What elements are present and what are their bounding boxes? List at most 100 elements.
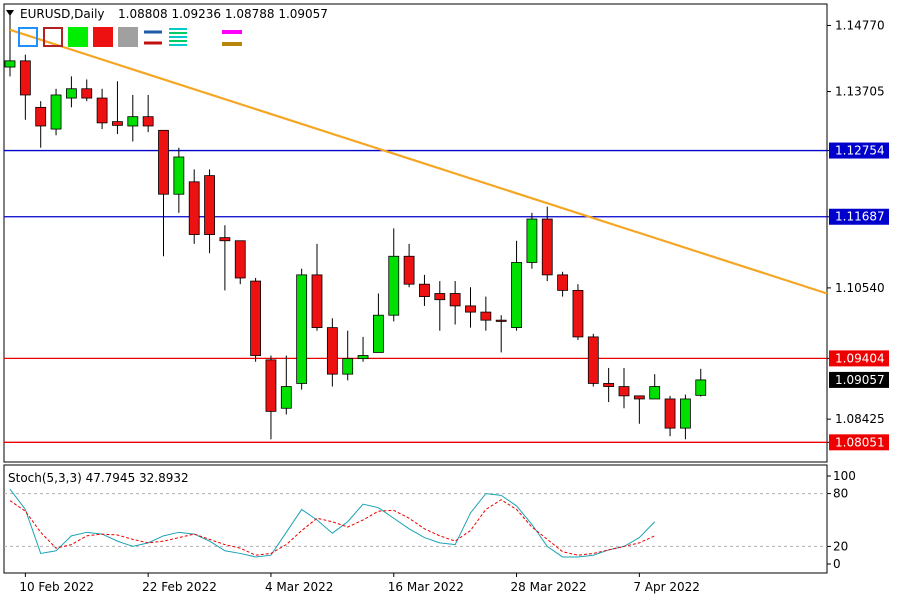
candle-body [296, 274, 308, 384]
candle [158, 129, 169, 257]
candle [250, 277, 262, 362]
time-tick-label: 4 Mar 2022 [265, 580, 333, 594]
candle [557, 271, 568, 297]
candle-body [265, 359, 277, 412]
candle [633, 395, 645, 424]
gray-box-icon[interactable] [118, 27, 138, 47]
candle [511, 240, 522, 331]
candle-body [434, 293, 446, 301]
candle-body [112, 121, 123, 126]
candle [388, 228, 400, 322]
candle-body [96, 97, 108, 124]
candle-body [403, 255, 415, 285]
candle [618, 367, 630, 409]
stochastic-lines [9, 488, 656, 558]
stochastic-tick-label: 80 [833, 487, 848, 501]
horizontal-levels [4, 149, 827, 443]
price-tick-label: 1.14770 [835, 18, 885, 32]
candle-body [695, 379, 707, 396]
candle [326, 318, 338, 387]
candle-body [572, 289, 584, 338]
menu-dropdown-icon[interactable] [6, 10, 14, 16]
multi-lines-icon[interactable] [169, 28, 187, 46]
candle-body [372, 314, 384, 353]
stochastic-tick-label: 100 [833, 469, 856, 483]
candle [572, 284, 584, 341]
candle-body [142, 116, 154, 127]
candlesticks [4, 14, 707, 440]
candle-body [603, 383, 615, 387]
chart-ohlc: 1.08808 1.09236 1.08788 1.09057 [118, 7, 328, 21]
green-box-icon[interactable] [68, 27, 88, 47]
candle [403, 243, 415, 288]
candle [357, 336, 369, 362]
candle [265, 355, 277, 440]
stochastic-pane-frame [3, 464, 828, 574]
candle-body [649, 386, 661, 400]
candle-body [4, 60, 16, 68]
candle [96, 88, 108, 130]
candle-body [480, 311, 492, 321]
candle [541, 206, 553, 282]
candle [587, 333, 599, 387]
candle [296, 268, 308, 390]
candle-body [250, 280, 262, 356]
blue-red-lines-icon[interactable] [144, 30, 162, 45]
candle-body [449, 293, 461, 307]
candle [372, 293, 384, 353]
candle-body [664, 398, 676, 429]
candle-body [541, 218, 553, 276]
candle [173, 147, 185, 213]
candle [66, 76, 77, 108]
red-box-icon[interactable] [93, 27, 113, 47]
candle-body [326, 327, 338, 375]
indicator-toolbar [18, 27, 242, 47]
candle-body [680, 398, 691, 429]
candle-body [342, 358, 354, 375]
candle-body [50, 94, 62, 130]
price-label-blue: 1.11687 [829, 208, 889, 225]
candle [19, 54, 31, 120]
candle-body [234, 240, 246, 279]
price-label-red: 1.08051 [829, 434, 889, 451]
candle-body [495, 319, 507, 322]
time-tick-label: 7 Apr 2022 [633, 580, 700, 594]
candle [495, 315, 507, 353]
price-pane-frame [3, 3, 828, 463]
candle-body [633, 395, 645, 400]
price-label-blue: 1.12754 [829, 142, 889, 159]
candle [526, 212, 538, 269]
candle [680, 394, 691, 440]
time-tick-label: 10 Feb 2022 [19, 580, 94, 594]
blue-outline-box-icon[interactable] [18, 27, 38, 47]
price-label-text: 1.11687 [835, 210, 885, 224]
candle [649, 374, 661, 400]
candle [234, 240, 246, 285]
stochastic-tick-label: 0 [833, 557, 841, 571]
chart-symbol: EURUSD,Daily [20, 7, 105, 21]
candle-body [587, 336, 599, 384]
candle-body [204, 175, 215, 235]
trendline[interactable] [9, 28, 828, 295]
candle [419, 274, 430, 306]
candle-body [557, 274, 568, 291]
candle-body [388, 255, 400, 316]
candle [342, 330, 354, 381]
candle [142, 94, 154, 133]
candle [50, 88, 62, 136]
stochastic-tick-label: 20 [833, 539, 848, 553]
price-label-red: 1.09404 [829, 350, 889, 367]
candle [434, 281, 446, 331]
candle-body [173, 156, 185, 195]
candle-body [465, 305, 476, 313]
candle [188, 169, 200, 244]
candle-body [66, 88, 77, 99]
red-outline-box-icon[interactable] [43, 27, 63, 47]
candle-body [158, 129, 169, 195]
candle [81, 79, 93, 102]
price-tick-label: 1.10540 [835, 281, 885, 295]
stochastic-main-line [9, 488, 656, 558]
candle-body [526, 218, 538, 263]
candle [112, 81, 123, 135]
